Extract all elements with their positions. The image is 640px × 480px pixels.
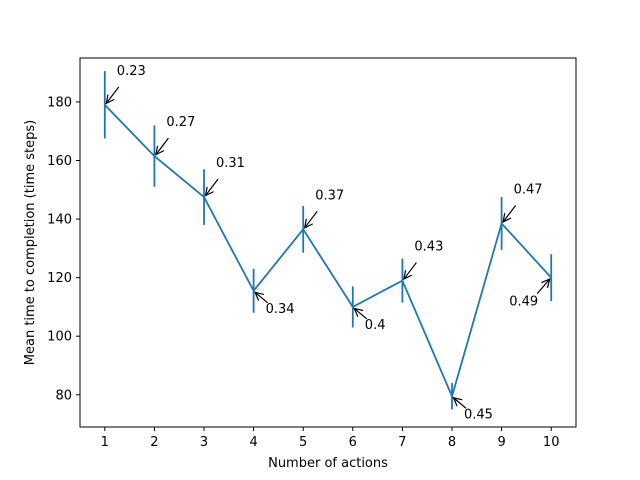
- x-tick-label: 3: [200, 435, 208, 450]
- annotation-label: 0.37: [315, 188, 344, 203]
- annotation-label: 0.49: [509, 295, 538, 310]
- annotation-label: 0.31: [216, 156, 245, 171]
- annotation-arrow: [106, 86, 120, 104]
- annotation-label: 0.34: [266, 302, 295, 317]
- x-axis-label: Number of actions: [268, 456, 388, 471]
- x-tick-label: 9: [497, 435, 505, 450]
- plot-area: [79, 57, 577, 428]
- annotation-label: 0.23: [117, 64, 146, 79]
- annotation-arrow: [354, 308, 368, 320]
- x-tick-label: 10: [543, 435, 560, 450]
- y-tick-label: 80: [55, 388, 72, 403]
- annotations: 0.23 0.27 0.31 0.34 0.37 0.4 0.43 0.45 0.47 0.49: [106, 64, 549, 422]
- y-axis-label: Mean time to completion (time steps): [23, 120, 38, 365]
- series-line: [104, 104, 552, 399]
- x-tick-label: 4: [249, 435, 257, 450]
- x-tick-label: 2: [150, 435, 158, 450]
- annotation-arrow: [206, 178, 219, 196]
- y-tick-label: 120: [47, 271, 72, 286]
- annotation-arrow: [536, 279, 550, 295]
- x-tick-label: 5: [299, 435, 307, 450]
- annotation-label: 0.45: [464, 407, 493, 422]
- y-axis: 80 100 120 140 160 180: [47, 95, 80, 403]
- annotation-arrow: [454, 398, 467, 409]
- x-tick-label: 6: [349, 435, 357, 450]
- annotation-arrow: [156, 137, 169, 155]
- annotation-label: 0.27: [166, 115, 195, 130]
- annotation-arrow: [404, 262, 417, 280]
- x-tick-label: 7: [398, 435, 406, 450]
- y-tick-label: 160: [47, 154, 72, 169]
- annotation-label: 0.47: [514, 182, 543, 197]
- x-tick-label: 8: [448, 435, 456, 450]
- series: [104, 104, 552, 399]
- y-tick-label: 180: [47, 95, 72, 110]
- annotation-label: 0.4: [365, 318, 386, 333]
- x-tick-label: 1: [101, 435, 109, 450]
- annotation-label: 0.43: [414, 240, 443, 255]
- annotation-arrow: [503, 205, 517, 222]
- x-axis: 1 2 3 4 5 6 7 8 9 10: [101, 427, 560, 450]
- annotation-arrow: [305, 210, 318, 228]
- y-tick-label: 100: [47, 330, 72, 345]
- y-tick-label: 140: [47, 213, 72, 228]
- annotation-arrow: [255, 292, 268, 304]
